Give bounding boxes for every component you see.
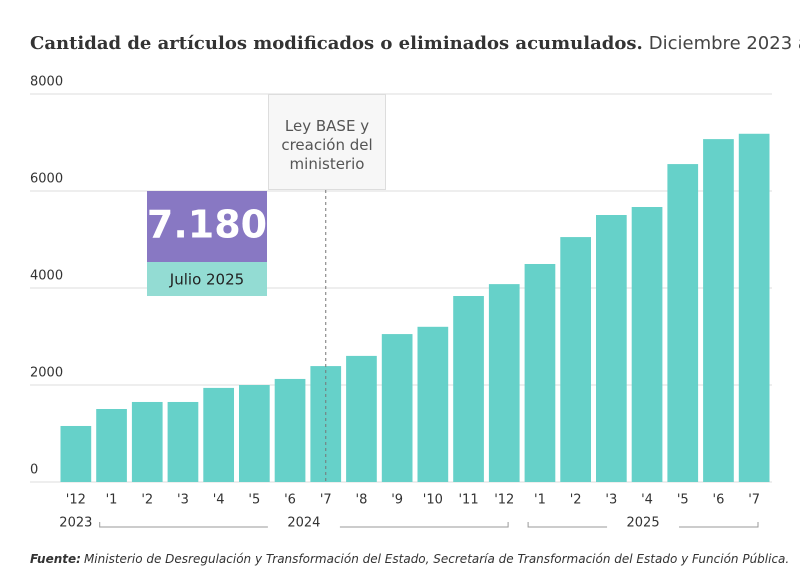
x-tick-label: '6 [713, 493, 725, 508]
bar [703, 139, 734, 483]
bar [274, 378, 306, 482]
x-tick-label: '1 [106, 493, 118, 508]
callout-box [147, 191, 267, 262]
y-tick-label: 4000 [30, 269, 63, 284]
y-tick-label: 2000 [30, 366, 63, 381]
bar [488, 284, 520, 482]
x-tick-label: '9 [391, 493, 403, 508]
source-label: Fuente: [30, 552, 81, 566]
year-label: 2025 [627, 516, 660, 531]
bar [238, 385, 270, 482]
callout-caption: Julio 2025 [169, 271, 244, 289]
x-tick-label: '5 [677, 493, 689, 508]
bar [453, 296, 484, 482]
chart-subtitle: Diciembre 2023 a julio 2025 [649, 33, 800, 54]
x-tick-label: '3 [605, 493, 617, 508]
source-text: Ministerio de Desregulación y Transforma… [84, 552, 789, 566]
x-tick-label: '10 [423, 493, 443, 508]
y-tick-label: 8000 [30, 75, 63, 90]
year-bracket [527, 522, 759, 528]
bar [417, 326, 449, 482]
chart-title: Cantidad de artículos modificados o elim… [30, 33, 643, 54]
bar [96, 409, 127, 482]
x-tick-label: '3 [177, 493, 189, 508]
y-tick-label: 6000 [30, 172, 63, 187]
x-tick-label: '7 [320, 493, 332, 508]
x-tick-label: '12 [494, 493, 514, 508]
bar [667, 164, 699, 482]
bar [346, 355, 377, 482]
year-bracket [99, 522, 509, 528]
x-tick-label: '1 [534, 493, 546, 508]
bar [60, 425, 92, 482]
bar [738, 133, 770, 482]
x-tick-label: '4 [641, 493, 653, 508]
year-label: 2024 [287, 516, 320, 531]
x-tick-label: '8 [356, 493, 368, 508]
bar [595, 215, 627, 482]
callout-caption-box [147, 262, 267, 296]
x-tick-label: '11 [458, 493, 478, 508]
bar [381, 334, 413, 482]
y-tick-label: 0 [30, 463, 38, 478]
x-tick-label: '7 [748, 493, 760, 508]
x-tick-label: '2 [570, 493, 582, 508]
callout-value: 7.180 [147, 203, 267, 247]
x-tick-label: '12 [66, 493, 86, 508]
source: Fuente: Ministerio de Desregulación y Tra… [30, 552, 789, 566]
bar [560, 237, 592, 482]
x-tick-label: '4 [213, 493, 225, 508]
chart-heading: Cantidad de artículos modificados o elim… [30, 33, 800, 54]
x-tick-label: '6 [284, 493, 296, 508]
bar [524, 263, 556, 482]
x-tick-label: '5 [248, 493, 260, 508]
bar [167, 401, 199, 482]
year-label: 2023 [59, 516, 92, 531]
bar [203, 387, 235, 482]
bar [631, 207, 663, 482]
bar [131, 401, 163, 482]
annotation: Ley BASE y creación del ministerio [268, 94, 386, 190]
x-tick-label: '2 [141, 493, 153, 508]
